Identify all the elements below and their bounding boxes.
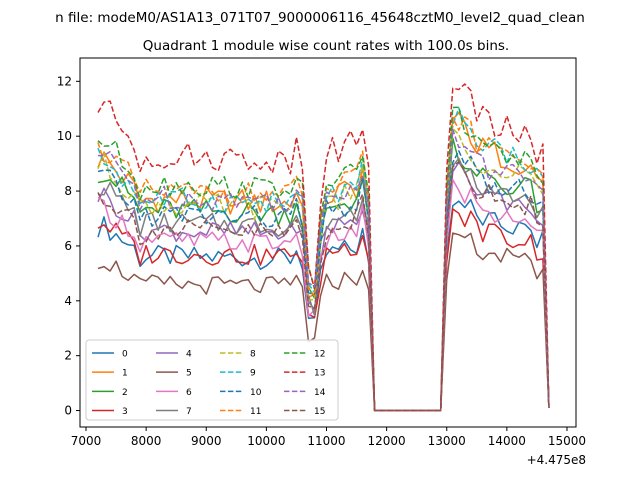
x-tick-label: 12000 [368, 434, 406, 448]
y-tick-label: 12 [57, 74, 72, 88]
x-tick-label: 9000 [191, 434, 222, 448]
legend-label-3: 3 [122, 407, 128, 417]
plot-lines [97, 83, 550, 412]
y-tick-label: 8 [64, 184, 72, 198]
y-tick-label: 2 [64, 349, 72, 363]
x-tick-label: 14000 [488, 434, 526, 448]
legend-label-14: 14 [314, 388, 326, 398]
legend-label-6: 6 [186, 388, 192, 398]
figure-suptitle: n file: modeM0/AS1A13_071T07_9000006116_… [55, 10, 585, 26]
series-line-11 [97, 116, 550, 412]
x-offset-label: +4.475e8 [527, 453, 586, 467]
x-tick-label: 15000 [548, 434, 586, 448]
y-tick-label: 6 [64, 239, 72, 253]
legend-label-9: 9 [250, 369, 256, 379]
legend-label-11: 11 [250, 407, 261, 417]
axes-frame [79, 57, 577, 428]
legend-box [85, 339, 339, 421]
series-line-2 [97, 137, 550, 412]
legend-label-13: 13 [314, 369, 325, 379]
series-line-1 [97, 111, 550, 412]
x-tick-label: 10000 [247, 434, 285, 448]
legend-label-7: 7 [186, 407, 192, 417]
legend-label-15: 15 [314, 407, 325, 417]
x-axis: 7000 8000 9000 10000 11000 12000 13000 14000 150… [71, 427, 586, 448]
x-tick-label: 7000 [71, 434, 102, 448]
series-line-15 [97, 160, 550, 412]
series-line-7 [97, 157, 550, 412]
legend-label-10: 10 [250, 388, 262, 398]
series-line-5 [97, 232, 550, 412]
series-line-12 [97, 106, 550, 412]
series-line-10 [97, 150, 550, 412]
series-line-6 [97, 179, 550, 412]
series-line-9 [97, 107, 550, 412]
chart-title: Quadrant 1 module wise count rates with … [143, 38, 509, 54]
y-tick-label: 10 [57, 129, 72, 143]
y-tick-label: 4 [64, 294, 72, 308]
x-tick-label: 13000 [428, 434, 466, 448]
series-line-13 [97, 83, 550, 412]
legend-label-12: 12 [314, 350, 325, 360]
x-tick-label: 8000 [131, 434, 162, 448]
series-line-14 [97, 128, 550, 412]
legend-label-1: 1 [122, 369, 128, 379]
y-axis: 0 2 4 6 8 10 12 [57, 74, 80, 418]
legend-label-5: 5 [186, 369, 192, 379]
y-tick-label: 0 [64, 404, 72, 418]
series-line-3 [97, 208, 550, 412]
legend-label-0: 0 [122, 350, 128, 360]
legend-label-8: 8 [250, 350, 256, 360]
legend-label-2: 2 [122, 388, 128, 398]
x-tick-label: 11000 [307, 434, 345, 448]
legend-label-4: 4 [186, 350, 192, 360]
